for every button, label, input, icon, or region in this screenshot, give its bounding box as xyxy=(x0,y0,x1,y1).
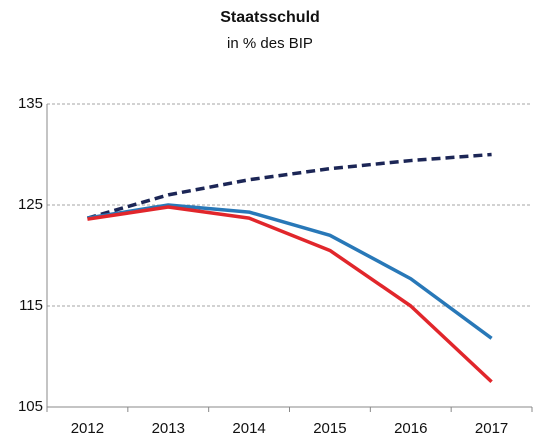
x-tick-label: 2016 xyxy=(394,420,427,437)
x-tick-label: 2013 xyxy=(152,420,185,437)
x-tick-label: 2014 xyxy=(232,420,265,437)
y-tick-label: 135 xyxy=(18,95,43,112)
chart-subtitle: in % des BIP xyxy=(227,35,313,52)
chart-title: Staatsschuld xyxy=(220,9,320,26)
line-series xyxy=(87,205,493,384)
x-tick-label: 2015 xyxy=(313,420,346,437)
line-series xyxy=(86,152,492,220)
line-series xyxy=(87,203,493,340)
y-tick-label: 115 xyxy=(19,297,43,314)
x-tick-label: 2017 xyxy=(475,420,508,437)
y-tick-label: 105 xyxy=(18,398,43,415)
y-tick-label: 125 xyxy=(18,196,43,213)
x-tick-label: 2012 xyxy=(71,420,104,437)
